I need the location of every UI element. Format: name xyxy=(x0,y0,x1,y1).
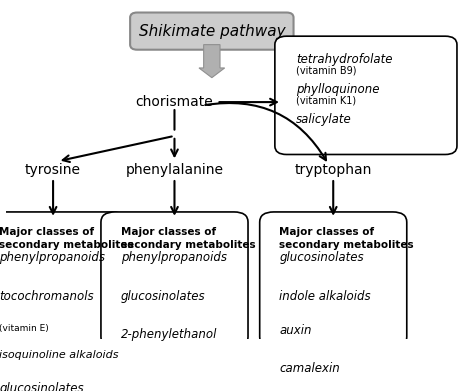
Text: tetrahydrofolate: tetrahydrofolate xyxy=(296,53,392,66)
FancyBboxPatch shape xyxy=(101,212,248,347)
Text: chorismate: chorismate xyxy=(136,95,213,109)
Text: (vitamin E): (vitamin E) xyxy=(0,324,49,333)
Text: phylloquinone: phylloquinone xyxy=(296,83,379,96)
Text: Major classes of
secondary metabolites: Major classes of secondary metabolites xyxy=(0,227,134,249)
Text: indole alkaloids: indole alkaloids xyxy=(279,290,371,303)
Text: tocochromanols: tocochromanols xyxy=(0,290,94,303)
FancyBboxPatch shape xyxy=(260,212,407,347)
Text: glucosinolates: glucosinolates xyxy=(120,290,205,303)
Text: phenylpropanoids: phenylpropanoids xyxy=(120,251,227,264)
Text: phenylalanine: phenylalanine xyxy=(126,163,223,177)
Text: (vitamin K1): (vitamin K1) xyxy=(296,96,356,106)
Text: isoquinoline alkaloids: isoquinoline alkaloids xyxy=(0,350,118,360)
Text: glucosinolates: glucosinolates xyxy=(279,251,364,264)
FancyBboxPatch shape xyxy=(275,36,457,154)
Text: auxin: auxin xyxy=(279,324,312,337)
FancyArrow shape xyxy=(199,45,225,78)
Text: (vitamin B9): (vitamin B9) xyxy=(296,66,356,76)
Text: Shikimate pathway: Shikimate pathway xyxy=(138,23,285,39)
Text: Major classes of
secondary metabolites: Major classes of secondary metabolites xyxy=(120,227,255,249)
Text: salicylate: salicylate xyxy=(296,113,352,126)
Text: tryptophan: tryptophan xyxy=(294,163,372,177)
Text: 2-phenylethanol: 2-phenylethanol xyxy=(120,328,217,341)
Text: tyrosine: tyrosine xyxy=(25,163,81,177)
FancyBboxPatch shape xyxy=(130,13,293,50)
Text: phenylpropanoids: phenylpropanoids xyxy=(0,251,105,264)
FancyBboxPatch shape xyxy=(0,212,127,347)
Text: Major classes of
secondary metabolites: Major classes of secondary metabolites xyxy=(279,227,414,249)
Text: glucosinolates: glucosinolates xyxy=(0,382,84,391)
Text: camalexin: camalexin xyxy=(279,362,340,375)
